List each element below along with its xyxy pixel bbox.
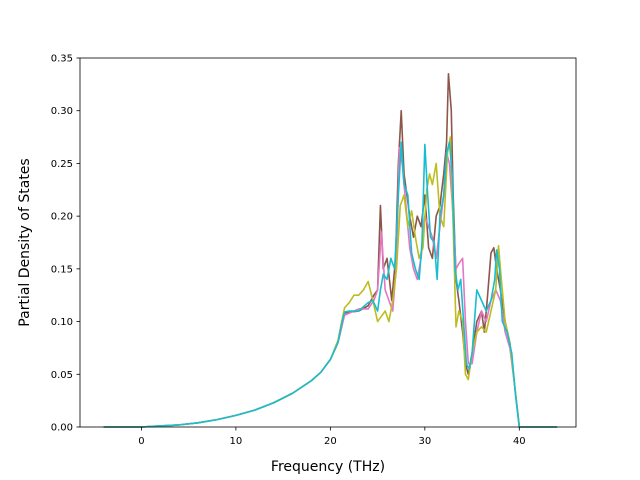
- y-tick-label: 0.10: [51, 317, 73, 328]
- x-tick-label: 10: [230, 436, 243, 447]
- y-axis-ticks: 0.00 0.05 0.10 0.15 0.20 0.25 0.30 0.35: [51, 54, 80, 434]
- y-tick-label: 0.15: [51, 264, 73, 275]
- plot-area-frame: [79, 57, 577, 428]
- y-tick-label: 0.05: [51, 370, 73, 381]
- y-axis-label: Partial Density of States: [17, 158, 33, 326]
- x-axis-ticks: 0 10 20 30 40: [138, 427, 526, 447]
- y-tick-label: 0.20: [51, 212, 73, 223]
- plot-series-group: [103, 73, 558, 428]
- y-tick-label: 0.35: [51, 54, 73, 65]
- y-tick-label: 0.00: [51, 423, 73, 434]
- y-tick-label: 0.30: [51, 106, 73, 117]
- x-tick-label: 0: [138, 436, 144, 447]
- series-line-4: [103, 141, 558, 428]
- x-axis-label: Frequency (THz): [271, 459, 385, 475]
- x-tick-label: 40: [513, 436, 526, 447]
- series-line-2: [103, 146, 558, 428]
- y-tick-label: 0.25: [51, 159, 73, 170]
- x-tick-label: 20: [324, 436, 337, 447]
- series-line-1: [103, 73, 558, 428]
- x-tick-label: 30: [418, 436, 431, 447]
